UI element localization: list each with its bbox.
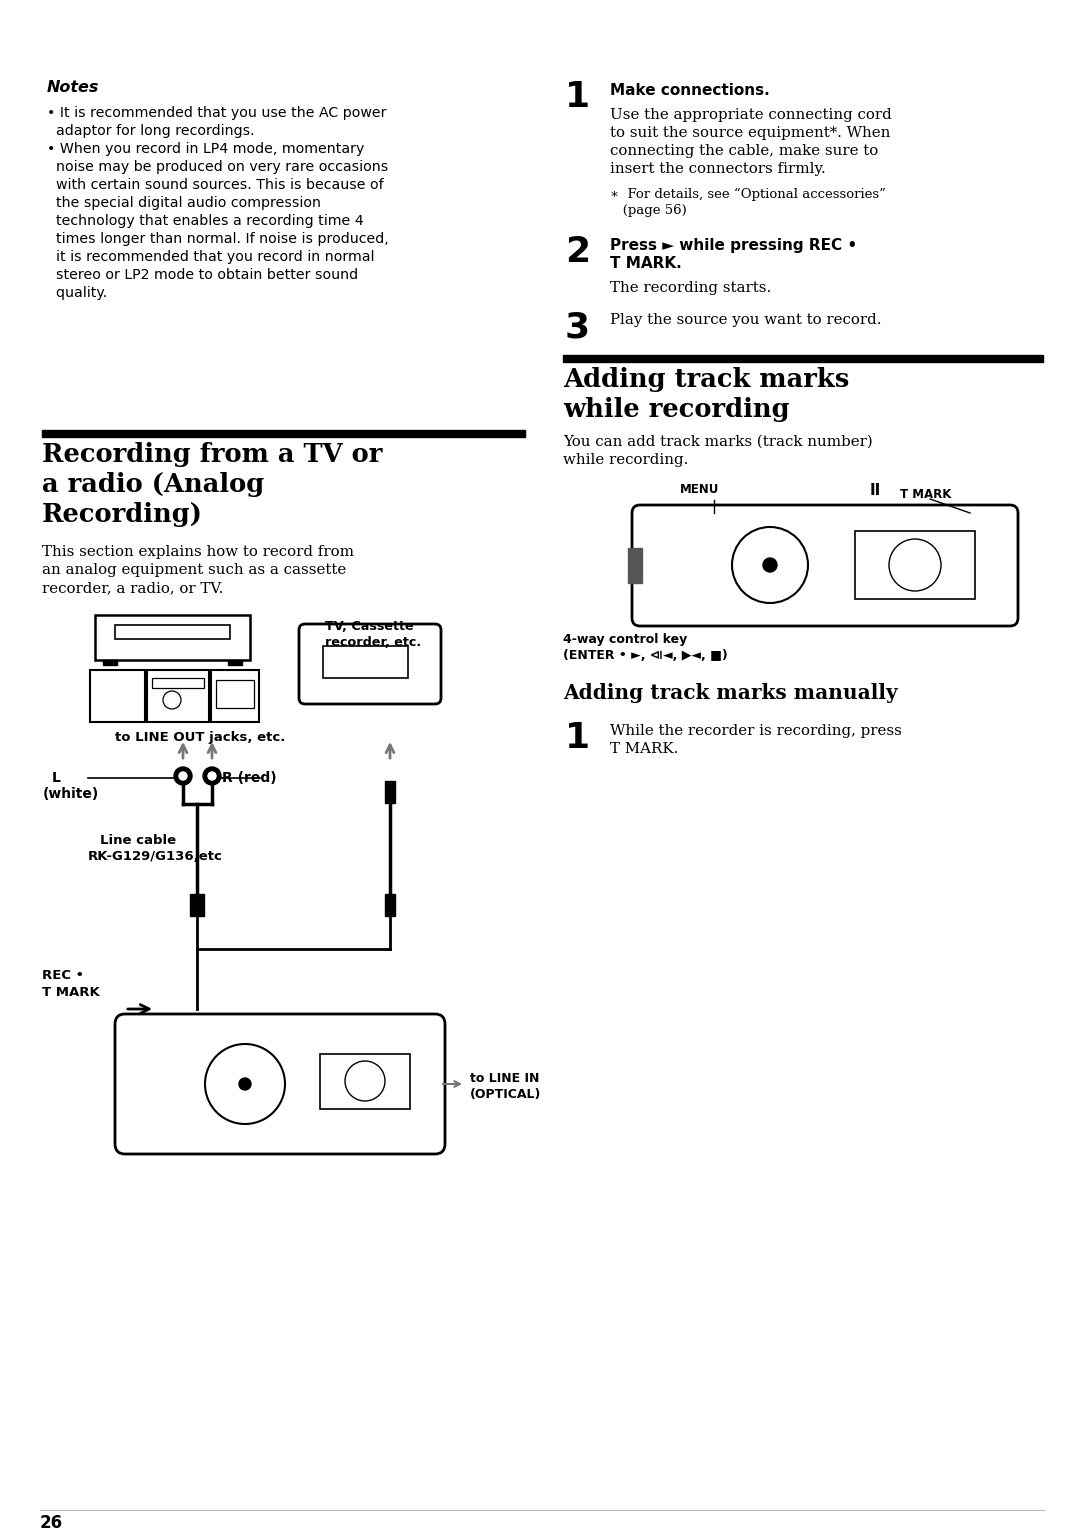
Text: T MARK.: T MARK. bbox=[610, 742, 678, 756]
Circle shape bbox=[179, 772, 187, 779]
Text: TV, Cassette: TV, Cassette bbox=[325, 620, 414, 634]
Text: quality.: quality. bbox=[48, 285, 107, 301]
Text: This section explains how to record from: This section explains how to record from bbox=[42, 545, 354, 558]
Circle shape bbox=[208, 772, 216, 779]
Text: L: L bbox=[52, 772, 60, 785]
Text: with certain sound sources. This is because of: with certain sound sources. This is beca… bbox=[48, 178, 383, 192]
Text: adaptor for long recordings.: adaptor for long recordings. bbox=[48, 124, 255, 138]
Bar bbox=[42, 430, 525, 437]
Bar bbox=[190, 894, 204, 916]
Bar bbox=[384, 781, 395, 802]
Text: while recording: while recording bbox=[563, 397, 789, 422]
Bar bbox=[90, 670, 145, 723]
Text: R (red): R (red) bbox=[222, 772, 276, 785]
Circle shape bbox=[203, 767, 221, 785]
Text: 26: 26 bbox=[40, 1514, 63, 1532]
Text: Recording): Recording) bbox=[42, 502, 203, 528]
Text: Make connections.: Make connections. bbox=[610, 83, 770, 98]
Bar bbox=[320, 1054, 410, 1109]
Text: REC •: REC • bbox=[42, 969, 84, 982]
Text: (page 56): (page 56) bbox=[610, 204, 687, 216]
Text: Play the source you want to record.: Play the source you want to record. bbox=[610, 313, 881, 327]
Bar bbox=[627, 548, 642, 583]
Bar bbox=[147, 670, 210, 723]
Text: while recording.: while recording. bbox=[563, 453, 688, 466]
Text: II: II bbox=[870, 483, 881, 499]
Text: to LINE IN: to LINE IN bbox=[470, 1072, 539, 1085]
Text: to suit the source equipment*. When: to suit the source equipment*. When bbox=[610, 126, 890, 140]
Text: T MARK: T MARK bbox=[42, 986, 99, 999]
Text: (OPTICAL): (OPTICAL) bbox=[470, 1088, 541, 1101]
Bar bbox=[563, 354, 1043, 362]
Bar bbox=[384, 894, 395, 916]
Text: (white): (white) bbox=[43, 787, 99, 801]
Text: The recording starts.: The recording starts. bbox=[610, 281, 771, 295]
Text: recorder, a radio, or TV.: recorder, a radio, or TV. bbox=[42, 581, 224, 595]
Text: an analog equipment such as a cassette: an analog equipment such as a cassette bbox=[42, 563, 347, 577]
Text: the special digital audio compression: the special digital audio compression bbox=[48, 196, 321, 210]
Text: 4-way control key: 4-way control key bbox=[563, 634, 687, 646]
Text: noise may be produced on very rare occasions: noise may be produced on very rare occas… bbox=[48, 160, 388, 173]
Bar bbox=[323, 646, 408, 678]
Text: times longer than normal. If noise is produced,: times longer than normal. If noise is pr… bbox=[48, 232, 389, 245]
Text: connecting the cable, make sure to: connecting the cable, make sure to bbox=[610, 144, 878, 158]
Bar bbox=[228, 660, 242, 666]
Circle shape bbox=[239, 1078, 251, 1091]
Text: to LINE OUT jacks, etc.: to LINE OUT jacks, etc. bbox=[114, 732, 285, 744]
Text: a radio (Analog: a radio (Analog bbox=[42, 472, 265, 497]
Text: stereo or LP2 mode to obtain better sound: stereo or LP2 mode to obtain better soun… bbox=[48, 268, 359, 282]
Text: Recording from a TV or: Recording from a TV or bbox=[42, 442, 382, 466]
Text: While the recorder is recording, press: While the recorder is recording, press bbox=[610, 724, 902, 738]
Text: 2: 2 bbox=[565, 235, 590, 268]
Bar bbox=[152, 678, 204, 689]
Bar bbox=[114, 624, 230, 640]
Text: MENU: MENU bbox=[680, 483, 719, 495]
Text: recorder, etc.: recorder, etc. bbox=[325, 637, 421, 649]
Text: technology that enables a recording time 4: technology that enables a recording time… bbox=[48, 215, 364, 229]
Text: • It is recommended that you use the AC power: • It is recommended that you use the AC … bbox=[48, 106, 387, 120]
Text: 1: 1 bbox=[565, 721, 590, 755]
Text: ∗  For details, see “Optional accessories”: ∗ For details, see “Optional accessories… bbox=[610, 189, 886, 201]
Bar bbox=[95, 615, 249, 660]
Text: it is recommended that you record in normal: it is recommended that you record in nor… bbox=[48, 250, 375, 264]
Text: T MARK.: T MARK. bbox=[610, 256, 681, 272]
Text: You can add track marks (track number): You can add track marks (track number) bbox=[563, 436, 873, 449]
Text: (ENTER • ►, ⧏◄, ▶◄, ■): (ENTER • ►, ⧏◄, ▶◄, ■) bbox=[563, 649, 728, 663]
Bar bbox=[855, 531, 975, 598]
Text: Use the appropriate connecting cord: Use the appropriate connecting cord bbox=[610, 107, 892, 123]
Text: Adding track marks manually: Adding track marks manually bbox=[563, 683, 897, 703]
Bar bbox=[216, 680, 254, 709]
Text: Press ► while pressing REC •: Press ► while pressing REC • bbox=[610, 238, 858, 253]
Text: • When you record in LP4 mode, momentary: • When you record in LP4 mode, momentary bbox=[48, 143, 364, 156]
Text: Notes: Notes bbox=[48, 80, 99, 95]
Circle shape bbox=[174, 767, 192, 785]
Circle shape bbox=[762, 558, 777, 572]
Text: 1: 1 bbox=[565, 80, 590, 114]
Text: Adding track marks: Adding track marks bbox=[563, 367, 849, 393]
Text: 3: 3 bbox=[565, 310, 590, 344]
Text: RK-G129/G136,etc: RK-G129/G136,etc bbox=[87, 850, 222, 864]
Bar bbox=[103, 660, 117, 666]
Text: T MARK: T MARK bbox=[900, 488, 951, 502]
Bar bbox=[211, 670, 259, 723]
Text: Line cable: Line cable bbox=[100, 834, 176, 847]
Text: insert the connectors firmly.: insert the connectors firmly. bbox=[610, 163, 826, 176]
